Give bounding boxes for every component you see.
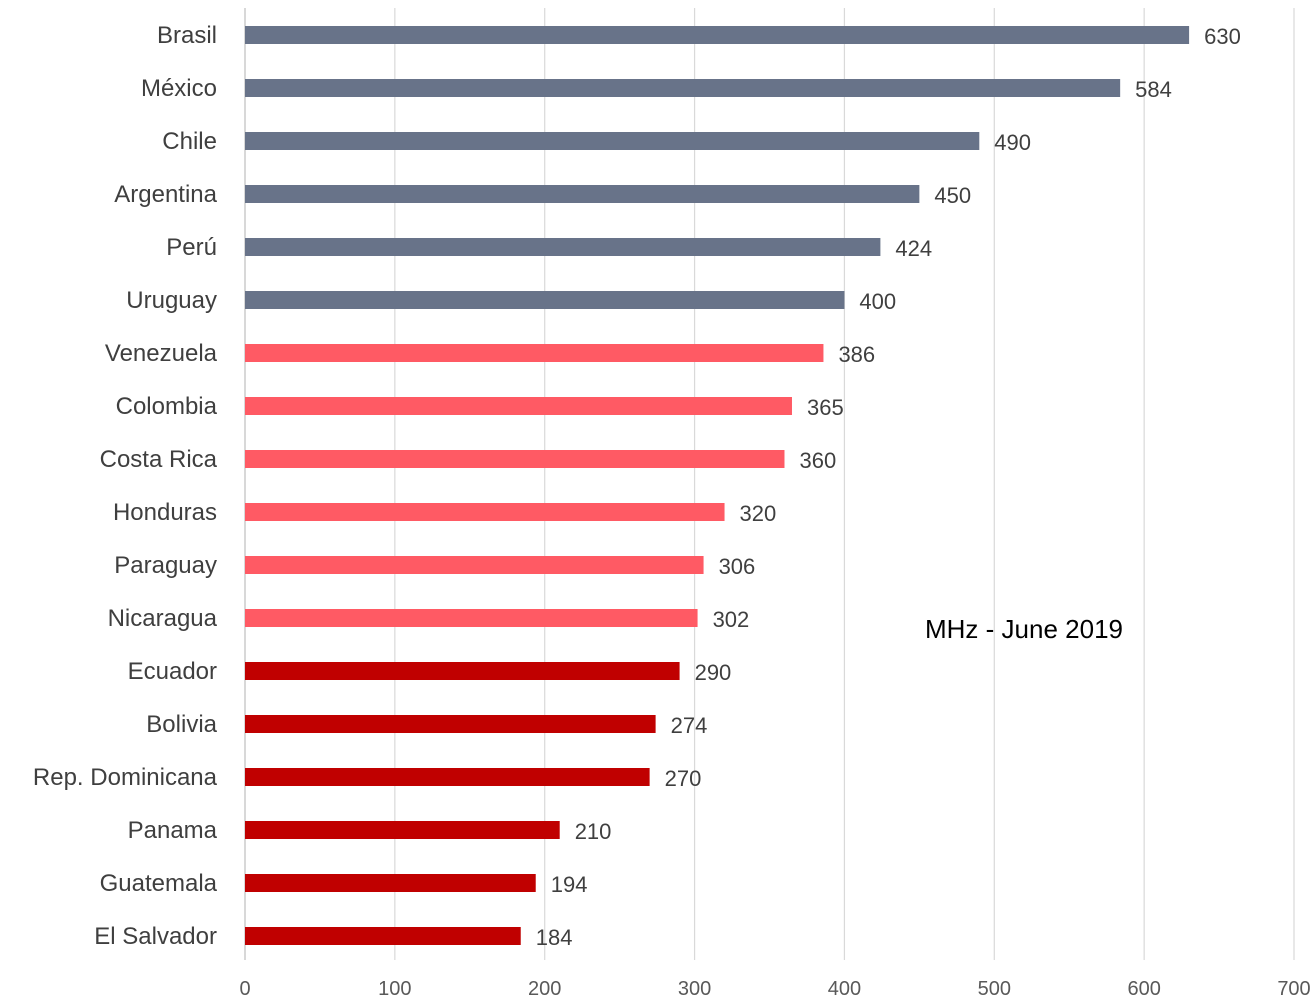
value-label: 365 (807, 395, 844, 420)
bar (245, 238, 881, 256)
category-label: Costa Rica (100, 446, 218, 473)
category-label: Venezuela (105, 340, 218, 367)
bar (245, 927, 521, 945)
bar (245, 397, 792, 415)
bar (245, 715, 656, 733)
value-label: 194 (551, 872, 588, 897)
category-label: México (141, 75, 217, 102)
category-label: Ecuador (128, 658, 217, 685)
value-label: 630 (1204, 24, 1241, 49)
value-label: 450 (934, 183, 971, 208)
x-tick-label: 700 (1277, 978, 1310, 1000)
bar (245, 291, 845, 309)
category-label: Rep. Dominicana (33, 764, 218, 791)
value-label: 320 (740, 501, 777, 526)
value-labels: 630 584 490 450 424 400 386 365 360 320 306 302 290 2… (536, 24, 1241, 950)
x-tick-label: 500 (978, 978, 1011, 1000)
category-label: Paraguay (114, 552, 217, 579)
value-label: 306 (719, 554, 756, 579)
bar (245, 185, 920, 203)
value-label: 302 (713, 607, 750, 632)
category-label: El Salvador (94, 923, 217, 950)
annotation-label: MHz - June 2019 (925, 614, 1123, 644)
x-tick-label: 200 (528, 978, 561, 1000)
bar (245, 503, 725, 521)
category-label: Chile (162, 128, 217, 155)
bar (245, 662, 680, 680)
x-tick-label: 300 (678, 978, 711, 1000)
category-label: Bolivia (146, 711, 217, 738)
category-labels: Brasil México Chile Argentina Perú Uruguay Ven… (33, 22, 218, 950)
category-label: Panama (128, 817, 218, 844)
value-label: 290 (695, 660, 732, 685)
x-tick-label: 600 (1127, 978, 1160, 1000)
category-label: Brasil (157, 22, 217, 49)
category-label: Argentina (114, 181, 217, 208)
bar (245, 450, 785, 468)
x-tick-label: 100 (378, 978, 411, 1000)
bar (245, 26, 1190, 44)
bar (245, 556, 704, 574)
bars (245, 26, 1190, 945)
value-label: 400 (859, 289, 896, 314)
value-label: 184 (536, 925, 573, 950)
category-label: Uruguay (126, 287, 217, 314)
bar (245, 344, 824, 362)
value-label: 210 (575, 819, 612, 844)
category-label: Honduras (113, 499, 217, 526)
value-label: 584 (1135, 77, 1172, 102)
x-tick-label: 400 (828, 978, 861, 1000)
value-label: 386 (838, 342, 875, 367)
x-axis-ticks: 0 100 200 300 400 500 600 700 (239, 978, 1310, 1000)
bar (245, 821, 560, 839)
x-tick-label: 0 (239, 978, 250, 1000)
bar (245, 132, 980, 150)
value-label: 424 (895, 236, 932, 261)
bar (245, 609, 698, 627)
category-label: Perú (166, 234, 217, 261)
value-label: 274 (671, 713, 708, 738)
bar (245, 874, 536, 892)
category-label: Nicaragua (108, 605, 218, 632)
value-label: 490 (994, 130, 1031, 155)
category-label: Guatemala (100, 870, 218, 897)
gridlines (244, 8, 1295, 960)
bar (245, 79, 1121, 97)
category-label: Colombia (116, 393, 218, 420)
value-label: 270 (665, 766, 702, 791)
bar (245, 768, 650, 786)
value-label: 360 (799, 448, 836, 473)
